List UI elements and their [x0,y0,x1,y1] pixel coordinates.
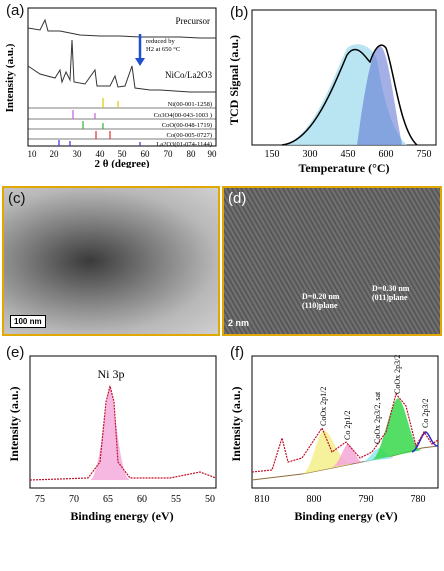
xps-ni-xlabel: Binding energy (eV) [70,509,173,523]
tpr-fill-2 [357,45,402,145]
xps-co-data [251,392,439,473]
tpr-xlabel: Temperature (°C) [298,161,389,175]
svg-text:20: 20 [50,149,60,159]
svg-text:40: 40 [96,149,106,159]
svg-text:55: 55 [171,494,181,505]
svg-text:75: 75 [35,494,45,505]
svg-text:800: 800 [307,494,322,505]
svg-text:80: 80 [187,149,197,159]
peak-pink [332,444,362,467]
panel-d-label: (d) [228,190,247,207]
svg-text:60: 60 [137,494,147,505]
svg-text:Co(00-005-0727): Co(00-005-0727) [167,132,213,139]
co-peak-labels: CoOx 2p1/2 Co 2p1/2 CoOx 2p3/2, sat CoOx… [319,355,430,444]
xps-co-chart: 810 800 790 780 Binding energy (eV) Inte… [229,355,439,523]
svg-text:CoOx 2p3/2, sat: CoOx 2p3/2, sat [373,391,382,444]
scale-bar-c: 100 nm [10,315,46,328]
precursor-label: Precursor [176,16,211,26]
tpr-ylabel: TCD Signal (a.u.) [227,35,241,125]
ni3p-peak-fill [90,384,130,480]
svg-text:70: 70 [69,494,79,505]
xps-ni-chart: 75 70 65 60 55 50 Binding energy (eV) In… [7,355,217,523]
xrd-xlabel: 2 θ (degree) [94,158,149,168]
svg-text:Co3O4(00-043-1003 ): Co3O4(00-043-1003 ) [154,112,212,119]
svg-text:750: 750 [417,149,432,160]
xps-co-ylabel: Intensity (a.u.) [229,386,243,461]
xps-co-xticks: 810 800 790 780 [255,494,426,505]
tpr-xticks: 150 300 450 600 750 [265,149,432,160]
svg-text:30: 30 [73,149,83,159]
svg-text:Co 2p3/2: Co 2p3/2 [421,398,430,428]
xrd-chart: 10 20 30 40 50 60 70 80 90 2 θ (degree) … [4,7,218,170]
svg-text:50: 50 [205,494,215,505]
svg-text:CoOx 2p1/2: CoOx 2p1/2 [319,387,328,426]
xps-co-xlabel: Binding energy (eV) [294,509,397,523]
panel-e-xps: 75 70 65 60 55 50 Binding energy (eV) In… [0,342,222,530]
svg-text:65: 65 [103,494,113,505]
scale-bar-d: 2 nm [228,318,250,328]
svg-text:810: 810 [255,494,270,505]
ref-labels: Ni(00-001-1258) Co3O4(00-043-1003 ) CoO(… [154,101,212,148]
panel-e-label: (e) [6,344,25,361]
panel-d-hrtem: (d) D=0.20 nm (110)plane D=0.30 nm (011)… [222,186,442,336]
xps-ni-ylabel: Intensity (a.u.) [7,386,21,461]
panel-a-label: (a) [6,2,25,19]
panel-b-label: (b) [230,4,249,21]
xrd-xticks: 10 20 30 40 50 60 70 80 90 [28,149,218,159]
svg-text:780: 780 [411,494,426,505]
panel-b-tpr: 150 300 450 600 750 Temperature (°C) TCD… [222,0,444,180]
svg-text:300: 300 [303,149,318,160]
svg-text:70: 70 [164,149,174,159]
svg-text:La2O3(01-074-1144): La2O3(01-074-1144) [156,141,212,148]
svg-text:Co 2p1/2: Co 2p1/2 [343,410,352,440]
svg-text:150: 150 [265,149,280,160]
panel-f-label: (f) [230,344,245,361]
svg-text:600: 600 [379,149,394,160]
panel-f-xps: 810 800 790 780 Binding energy (eV) Inte… [222,342,444,530]
svg-text:60: 60 [141,149,151,159]
d-annot-2: D=0.30 nm (011)plane [372,284,410,302]
svg-text:CoO(00-048-1719): CoO(00-048-1719) [162,122,212,129]
panel-c-tem: (c) 100 nm [2,186,220,336]
svg-text:790: 790 [359,494,374,505]
svg-text:CoOx 2p3/2: CoOx 2p3/2 [393,355,402,394]
xps-ni-data [29,385,217,481]
tpr-chart: 150 300 450 600 750 Temperature (°C) TCD… [227,9,437,175]
svg-text:90: 90 [208,149,218,159]
precursor-curve [27,18,216,39]
d-annot-1: D=0.20 nm (110)plane [302,292,340,310]
panel-c-label: (c) [8,190,26,207]
peak-green [372,398,422,460]
svg-text:10: 10 [28,149,38,159]
tpr-envelope [281,44,418,146]
ni3p-peak-label: Ni 3p [98,367,125,381]
reduced-label-1: reduced by [146,38,175,45]
svg-text:450: 450 [341,149,356,160]
product-curve [27,39,216,93]
reduced-label-2: H2 at 650 °C [146,46,180,53]
svg-text:Ni(00-001-1258): Ni(00-001-1258) [168,101,212,108]
xrd-ylabel: Intensity (a.u.) [4,43,16,112]
xps-ni-xticks: 75 70 65 60 55 50 [35,494,215,505]
svg-text:50: 50 [118,149,128,159]
peak-blue [411,431,439,453]
panel-a-xrd: 10 20 30 40 50 60 70 80 90 2 θ (degree) … [0,0,222,170]
product-label: NiCo/La2O3 [165,70,212,80]
